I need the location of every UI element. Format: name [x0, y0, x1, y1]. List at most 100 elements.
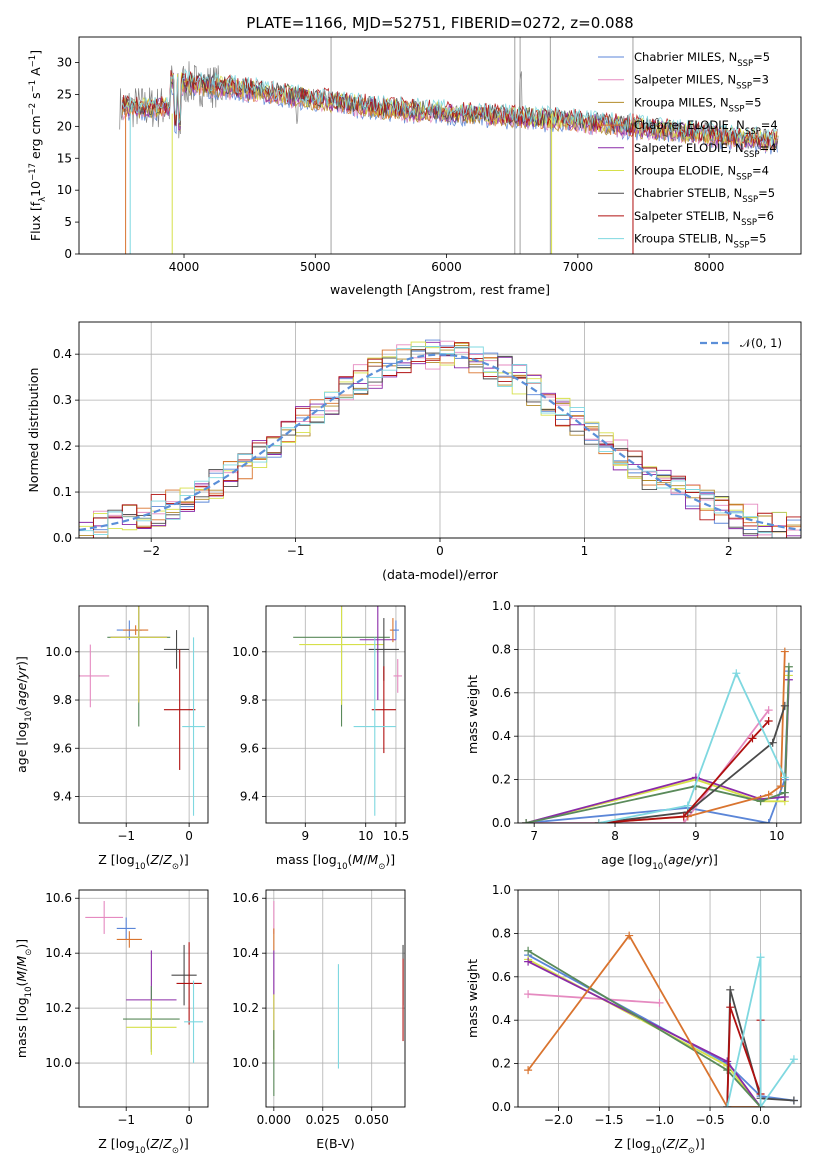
plot-area-residuals [79, 339, 801, 538]
y-tick-label: 0.4 [53, 347, 72, 361]
y-tick-label: 10.2 [45, 1001, 72, 1015]
y-axis-label: Flux [fλ10−17 erg cm−2 s−1 A−1] [28, 50, 48, 241]
weight-marker [784, 662, 793, 671]
weight-line-kroupa-elodie [527, 958, 762, 1107]
weight-marker [726, 1003, 735, 1012]
plot-area-spectrum [119, 37, 779, 254]
weight-marker [723, 1057, 732, 1066]
x-tick-label: −1 [117, 1113, 135, 1127]
x-tick-label: −0.5 [695, 1113, 724, 1127]
y-tick-label: 0.3 [53, 393, 72, 407]
y-tick-label: 0.0 [492, 816, 511, 830]
weight-marker [683, 801, 692, 810]
weight-marker [776, 782, 785, 791]
y-tick-label: 0 [64, 247, 72, 261]
y-axis-label: mass [log10(M/M⊙)] [14, 939, 34, 1058]
y-tick-label: 10.6 [45, 891, 72, 905]
weight-marker [655, 998, 664, 1007]
y-tick-label: 0.2 [492, 773, 511, 787]
y-tick-label: 9.8 [53, 693, 72, 707]
y-tick-label: 0.6 [492, 970, 511, 984]
weight-marker [679, 812, 688, 821]
y-tick-label: 10 [57, 183, 72, 197]
y-tick-label: 9.4 [240, 789, 259, 803]
weight-line-chabrier-miles [527, 954, 795, 1102]
plot-area-weight_vs_age [522, 647, 793, 823]
x-axis-label: Z [log10(Z/Z⊙)] [614, 1136, 704, 1156]
y-axis-label: Normed distribution [26, 368, 41, 493]
x-tick-label: 1 [581, 544, 589, 558]
weight-marker [524, 957, 533, 966]
x-tick-label: 10.5 [383, 829, 410, 843]
plot-area-weight_vs_Z [524, 931, 798, 1107]
axes-weight_vs_age: 7 8 9 10 0.0 0.2 0.4 0.6 0.8 1.0 [492, 599, 802, 843]
weight-marker [764, 706, 773, 715]
weight-marker [748, 734, 757, 743]
x-tick-label: 8000 [694, 260, 725, 274]
y-tick-label: 0.0 [492, 1100, 511, 1114]
model-spectrum-kroupa-elodie [122, 72, 778, 147]
weight-marker [764, 717, 773, 726]
weight-marker [768, 738, 777, 747]
x-tick-label: 9 [692, 829, 700, 843]
x-tick-label: 9 [301, 829, 309, 843]
axes-frame [78, 321, 802, 539]
x-tick-label: −1.0 [645, 1113, 674, 1127]
x-tick-label: 10 [358, 829, 373, 843]
weight-marker [780, 773, 789, 782]
y-tick-label: 10.2 [232, 1001, 259, 1015]
y-tick-label: 9.6 [240, 741, 259, 755]
x-axis-label: Z [log10(Z/Z⊙)] [98, 852, 188, 872]
x-tick-label: 0 [185, 1113, 193, 1127]
x-tick-label: 6000 [431, 260, 462, 274]
weight-line-salpeter-elodie [527, 960, 762, 1107]
axes-age_vs_mass: 9 10 10.5 9.4 9.6 9.8 10.0 [232, 605, 410, 843]
y-tick-label: 20 [57, 119, 72, 133]
gaussian-curve [79, 353, 801, 532]
x-tick-label: 0.0 [751, 1113, 770, 1127]
legend-entry: Salpeter MILES, NSSP=3 [634, 73, 769, 92]
x-tick-label: −1 [117, 829, 135, 843]
legend-entry: Kroupa MILES, NSSP=5 [634, 95, 761, 114]
x-tick-label: 0.050 [355, 1113, 389, 1127]
weight-marker [524, 1066, 533, 1075]
x-tick-label: 7 [530, 829, 538, 843]
y-tick-label: 0.1 [53, 485, 72, 499]
plot-area-mass_vs_ebv [273, 900, 404, 1097]
weight-line-kroupa-stelib [726, 957, 795, 1107]
legend-entry: Kroupa ELODIE, NSSP=4 [634, 164, 769, 183]
legend-entry: Chabrier STELIB, NSSP=5 [634, 186, 775, 205]
legend-entry: Chabrier ELODIE, NSSP=4 [634, 118, 778, 137]
chart-title: PLATE=1166, MJD=52751, FIBERID=0272, z=0… [246, 14, 633, 32]
x-axis-label: E(B-V) [316, 1136, 355, 1151]
y-tick-label: 10.0 [45, 1056, 72, 1070]
x-tick-label: −2 [142, 544, 160, 558]
x-axis-label: wavelength [Angstrom, rest frame] [330, 282, 550, 297]
y-tick-label: 0.0 [53, 531, 72, 545]
x-tick-label: 2 [725, 544, 733, 558]
y-tick-label: 5 [64, 215, 72, 229]
weight-line-salpeter-miles [528, 993, 660, 1004]
y-tick-label: 0.4 [492, 729, 511, 743]
weight-marker [789, 1055, 798, 1064]
weight-marker [524, 946, 533, 955]
weight-marker [522, 819, 531, 823]
x-tick-label: 5000 [300, 260, 331, 274]
y-tick-label: 15 [57, 151, 72, 165]
y-tick-label: 10.0 [232, 645, 259, 659]
legend-entry: Chabrier MILES, NSSP=5 [634, 50, 770, 69]
legend-entry: Salpeter STELIB, NSSP=6 [634, 209, 774, 228]
weight-marker [726, 985, 735, 994]
x-tick-label: −1 [287, 544, 305, 558]
weight-marker [780, 788, 789, 797]
weight-line-salpeter-miles [526, 709, 770, 823]
axes-frame [78, 889, 209, 1108]
x-tick-label: 7000 [563, 260, 594, 274]
y-tick-label: 10.4 [45, 946, 72, 960]
weight-line-chabrier-stelib [598, 705, 786, 823]
y-tick-label: 0.8 [492, 926, 511, 940]
axes-spectrum: 4000 5000 6000 7000 8000 0 5 10 15 20 25 30 [57, 36, 802, 274]
weight-marker [732, 669, 741, 678]
axes-mass_vs_ebv: 0.000 0.025 0.050 10.0 10.2 10.4 10.6 [232, 889, 406, 1127]
weight-marker [756, 797, 765, 806]
